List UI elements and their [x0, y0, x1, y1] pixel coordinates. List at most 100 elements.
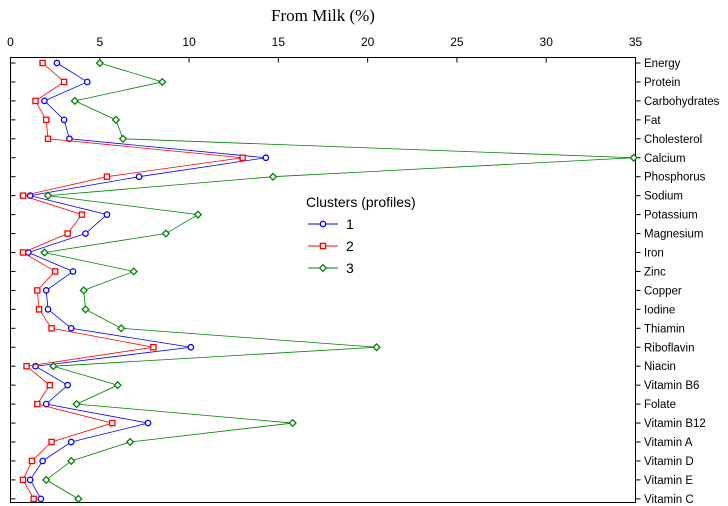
series-2-point: [78, 211, 86, 218]
series-3-point: [129, 267, 138, 276]
series-3-point: [40, 248, 49, 257]
series-3-point: [161, 229, 171, 238]
category-label: Copper: [644, 285, 682, 297]
x-tick-label: 35: [629, 35, 643, 49]
legend-swatch-marker: [319, 242, 327, 250]
category-label: Phosphorus: [644, 172, 706, 184]
category-label: Cholesterol: [644, 134, 702, 146]
series-1-point: [42, 400, 50, 408]
series-2-point: [64, 230, 71, 237]
series-2-point: [48, 325, 55, 332]
category-label: Iron: [644, 248, 664, 260]
series-2-point: [19, 249, 27, 256]
series-3-point: [118, 134, 128, 144]
series-3-point: [95, 58, 105, 68]
category-label: Vitamin B12: [644, 418, 706, 430]
legend-label: 1: [346, 216, 354, 232]
series-2-point: [19, 192, 27, 199]
series-1-point: [37, 495, 45, 503]
series-2-point: [48, 438, 55, 446]
legend-label: 3: [346, 260, 354, 276]
series-1-point: [66, 135, 73, 143]
series-3-point: [158, 77, 167, 87]
category-label: Potassium: [644, 210, 698, 222]
plot-frame: [10, 57, 636, 503]
category-label: Thiamin: [644, 323, 685, 335]
legend-item-2: 2: [308, 238, 354, 254]
x-tick-label: 10: [182, 35, 196, 49]
category-label: Magnesium: [644, 229, 703, 241]
series-3-point: [43, 191, 53, 200]
series-2-point: [51, 268, 59, 275]
series-2-point: [44, 135, 52, 143]
series-2-point: [34, 287, 41, 294]
legend-title: Clusters (profiles): [306, 194, 416, 210]
category-label: Zinc: [644, 266, 666, 278]
category-label: Niacin: [644, 361, 676, 373]
category-label: Vitamin B6: [644, 380, 699, 392]
x-tick-label: 25: [450, 35, 464, 49]
series-2-point: [60, 78, 68, 86]
series-3-point: [113, 380, 122, 390]
legend-item-3: 3: [308, 260, 354, 276]
series-1-point: [83, 78, 91, 86]
x-axis-ticks: 0 5 10 15 20 25 30 35: [7, 35, 642, 63]
legend-item-1: 1: [308, 216, 354, 232]
series-1-point: [60, 116, 68, 124]
series-2-point: [39, 59, 46, 67]
category-label: Riboflavin: [644, 342, 695, 354]
series-2-point: [34, 400, 41, 408]
series-2-line: [21, 62, 243, 500]
series-3: [40, 58, 638, 504]
category-label: Iodine: [644, 304, 675, 316]
series-1-point: [67, 324, 75, 332]
series-2: [19, 59, 246, 503]
series-1-point: [135, 173, 143, 181]
series-2-point: [103, 173, 111, 180]
series-3-point: [629, 153, 638, 162]
series-1-point: [103, 211, 111, 218]
series-group: [19, 58, 638, 504]
series-1-point: [42, 287, 50, 294]
category-label: Protein: [644, 77, 680, 89]
series-3-point: [372, 343, 381, 352]
x-axis-title: From Milk (%): [271, 6, 375, 25]
category-labels: Energy Protein Carbohydrates Fat Cholesterol…: [10, 58, 720, 506]
series-1-point: [39, 457, 46, 465]
legend-swatch-marker: [318, 263, 328, 273]
category-label: Energy: [644, 58, 681, 70]
series-2-point: [19, 476, 27, 484]
series-2-point: [35, 306, 43, 313]
series-3-point: [111, 115, 121, 125]
x-tick-label: 0: [7, 35, 14, 49]
x-tick-label: 30: [540, 35, 554, 49]
series-1-line: [27, 62, 266, 500]
series-1: [25, 59, 270, 503]
series-3-point: [74, 494, 83, 504]
series-3-point: [268, 172, 278, 181]
series-1-point: [187, 343, 195, 351]
series-3-point: [70, 96, 80, 106]
series-1-point: [41, 97, 48, 105]
series-3-point: [49, 361, 58, 371]
series-3-point: [125, 437, 135, 447]
category-label: Folate: [644, 399, 676, 411]
series-1-point: [64, 381, 71, 389]
series-1-point: [69, 268, 77, 275]
series-2-point: [32, 97, 39, 105]
series-1-point: [53, 59, 61, 67]
series-1-point: [26, 476, 34, 484]
series-2-point: [23, 362, 30, 370]
series-1-point: [82, 230, 89, 237]
series-2-point: [239, 154, 246, 161]
category-label: Fat: [644, 115, 661, 127]
series-3-point: [116, 324, 126, 333]
series-2-point: [150, 343, 157, 351]
series-3-point: [41, 475, 51, 485]
series-3-point: [81, 305, 90, 314]
series-3-point: [288, 418, 297, 428]
series-3-point: [72, 399, 81, 409]
category-label: Vitamin E: [644, 475, 693, 487]
series-2-point: [46, 381, 54, 389]
series-2-point: [42, 116, 50, 124]
